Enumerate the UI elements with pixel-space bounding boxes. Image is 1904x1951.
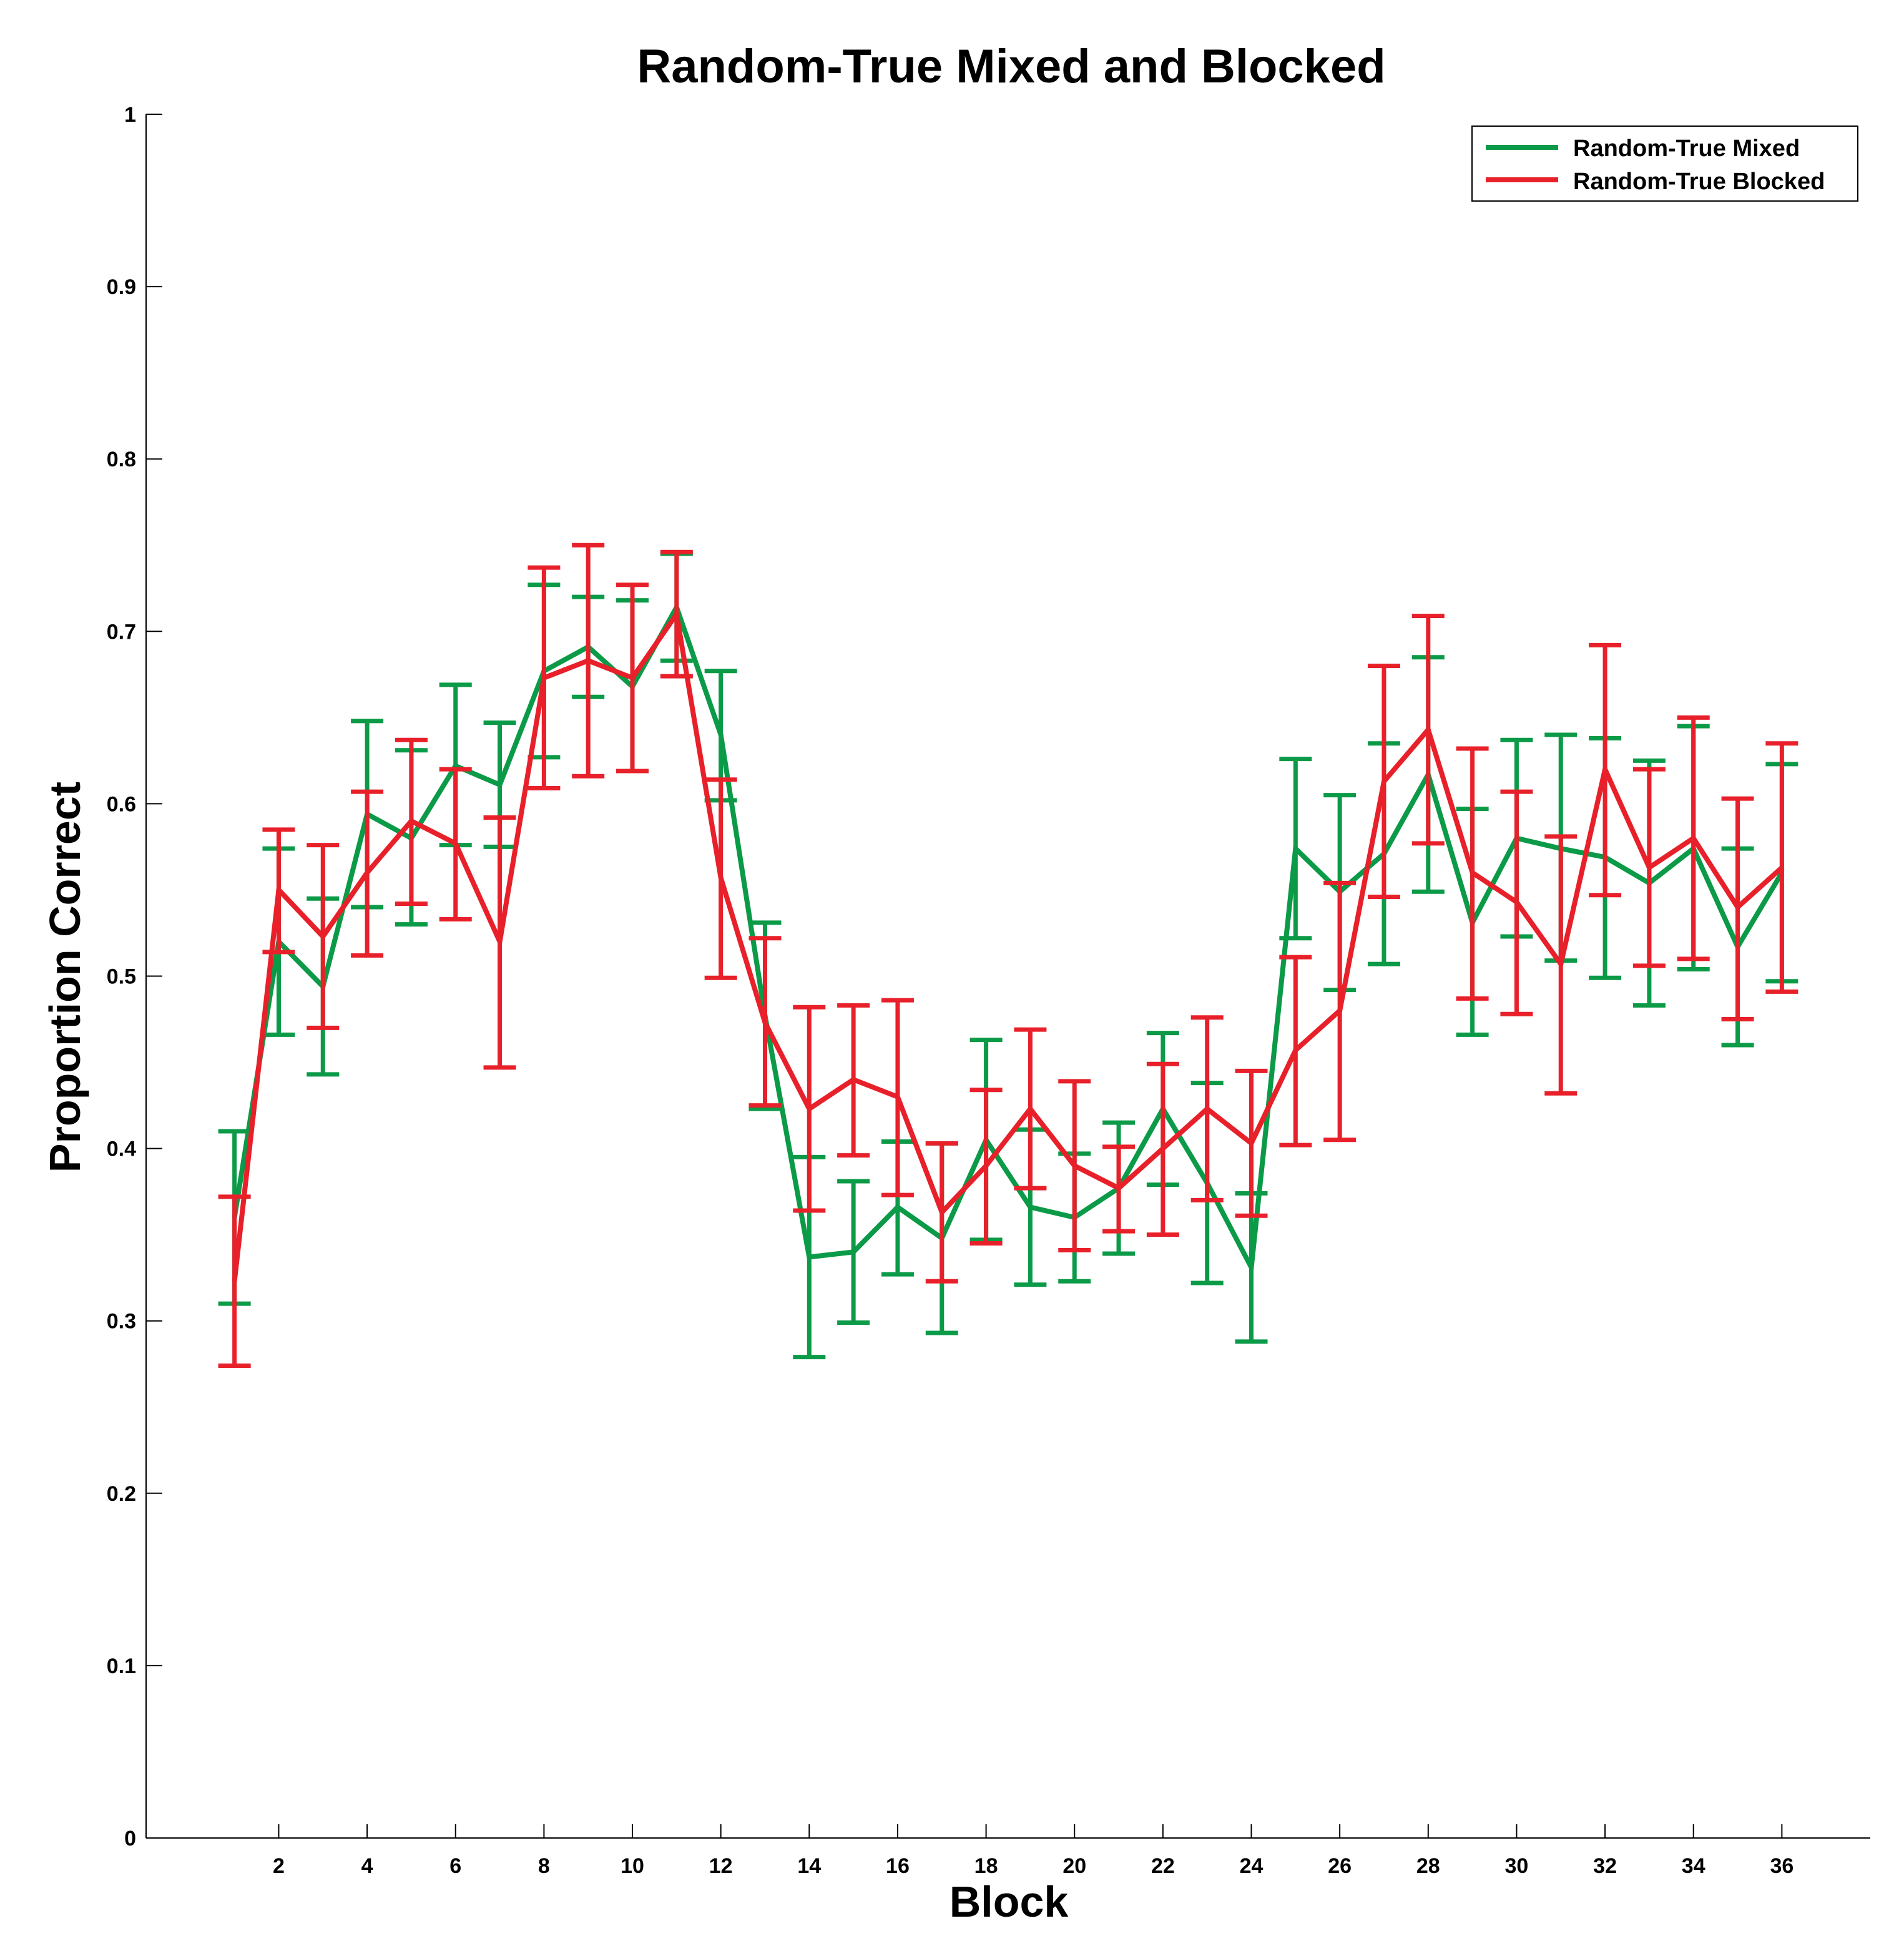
y-tick-label: 0.3 <box>107 1310 136 1334</box>
y-tick-label: 0.5 <box>107 965 136 989</box>
x-tick-label: 16 <box>886 1854 910 1878</box>
x-tick-label: 36 <box>1770 1854 1794 1878</box>
y-tick-label: 0.2 <box>107 1482 136 1506</box>
series-layer <box>218 543 1798 1368</box>
chart-title: Random-True Mixed and Blocked <box>637 40 1385 93</box>
y-tick-label: 0.7 <box>107 620 136 644</box>
ticks: 2 4 6 8 10 12 14 16 18 20 22 24 26 28 30 32 34 3600.10.20… <box>107 103 1794 1878</box>
x-tick-label: 2 <box>273 1854 285 1878</box>
x-tick-label: 14 <box>797 1854 821 1878</box>
legend-label-blocked: Random-True Blocked <box>1573 169 1825 195</box>
x-tick-label: 6 <box>449 1854 461 1878</box>
y-tick-label: 0.4 <box>107 1138 136 1161</box>
x-tick-label: 22 <box>1151 1854 1175 1878</box>
y-tick-label: 0.8 <box>107 448 136 471</box>
x-tick-label: 30 <box>1505 1854 1529 1878</box>
legend-box <box>1471 125 1858 202</box>
y-tick-label: 0 <box>124 1827 136 1850</box>
x-tick-label: 32 <box>1593 1854 1617 1878</box>
x-tick-label: 8 <box>538 1854 550 1878</box>
series-line <box>232 601 1784 1276</box>
x-tick-label: 34 <box>1682 1854 1705 1878</box>
x-tick-label: 26 <box>1328 1854 1352 1878</box>
x-tick-label: 10 <box>621 1854 644 1878</box>
y-tick-label: 0.9 <box>107 275 136 299</box>
x-tick-label: 18 <box>974 1854 998 1878</box>
series-blocked <box>218 543 1798 1368</box>
x-tick-label: 28 <box>1416 1854 1440 1878</box>
legend: Random-True Mixed Random-True Blocked <box>1471 125 1858 202</box>
series-line <box>232 607 1784 1282</box>
x-axis-label: Block <box>950 1877 1069 1926</box>
legend-label-mixed: Random-True Mixed <box>1573 135 1800 162</box>
y-axis-label: Proportion Correct <box>41 782 89 1172</box>
y-tick-label: 0.6 <box>107 792 136 816</box>
x-tick-label: 24 <box>1240 1854 1264 1878</box>
x-tick-label: 20 <box>1062 1854 1086 1878</box>
x-tick-label: 12 <box>709 1854 733 1878</box>
x-tick-label: 4 <box>361 1854 373 1878</box>
y-tick-label: 1 <box>124 103 136 127</box>
y-tick-label: 0.1 <box>107 1654 136 1678</box>
